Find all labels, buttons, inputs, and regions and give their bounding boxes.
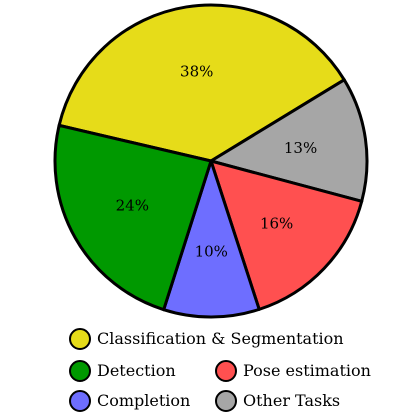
legend-swatch-other-tasks — [216, 391, 236, 411]
pie-slices — [55, 5, 367, 317]
legend-label-pose-estimation: Pose estimation — [243, 361, 371, 380]
legend-swatch-pose-estimation — [216, 361, 236, 381]
pie-slice-label-detection: 24% — [116, 197, 149, 215]
legend-item-other-tasks: Other Tasks — [216, 391, 340, 411]
legend-label-detection: Detection — [97, 361, 176, 380]
legend-label-completion: Completion — [97, 391, 190, 410]
legend-item-completion: Completion — [70, 391, 190, 411]
legend-item-classification-segmentation: Classification & Segmentation — [70, 329, 344, 349]
legend-item-pose-estimation: Pose estimation — [216, 361, 371, 381]
legend-label-other-tasks: Other Tasks — [243, 391, 340, 410]
pie-slice-label-pose-estimation: 16% — [260, 214, 293, 232]
legend: Classification & Segmentation Detection … — [70, 329, 371, 411]
legend-swatch-detection — [70, 361, 90, 381]
legend-item-detection: Detection — [70, 361, 176, 381]
legend-swatch-classification-segmentation — [70, 329, 90, 349]
legend-label-classification-segmentation: Classification & Segmentation — [97, 329, 344, 348]
pie-slice-label-completion: 10% — [195, 242, 228, 260]
pie-slice-label-other-tasks: 13% — [284, 139, 317, 157]
pie-slice-label-classification-segmentation: 38% — [180, 63, 213, 81]
legend-swatch-completion — [70, 391, 90, 411]
